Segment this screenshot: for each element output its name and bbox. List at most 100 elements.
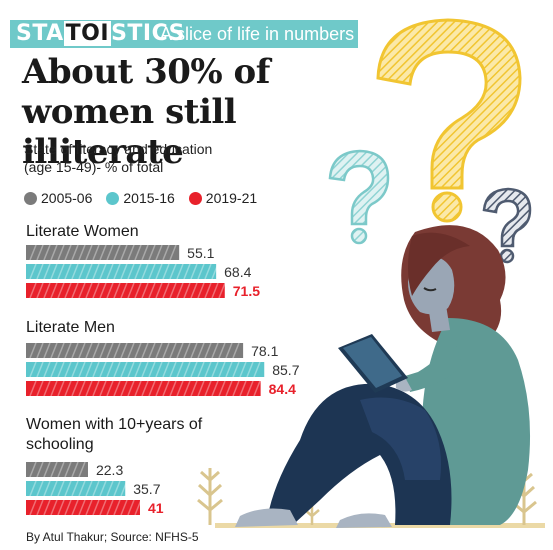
bar-texture-line (176, 282, 184, 299)
bar-texture-line (29, 244, 37, 261)
bar-texture-line (43, 263, 51, 280)
bar-texture-line (29, 461, 37, 478)
bar-texture-line (239, 361, 247, 378)
bar-texture-line (57, 282, 65, 299)
bar-texture-line (148, 263, 156, 280)
bar-2-2015 (26, 481, 126, 496)
legend-label-2019: 2019-21 (205, 190, 258, 206)
bar-texture-line (183, 282, 191, 299)
bar-texture-line (50, 480, 58, 497)
bar-texture-line (141, 244, 149, 261)
bar-texture-line (225, 342, 233, 359)
bar-texture-line (218, 380, 226, 397)
bar-texture-line (71, 480, 79, 497)
bar-texture-line (64, 480, 72, 497)
byline-source: By Atul Thakur; Source: NFHS-5 (26, 530, 199, 544)
headline-line-1: About 30% of (22, 52, 270, 92)
bar-group-2-series-2015: 35.7 (26, 480, 161, 497)
headline: About 30% of women still illiterate (22, 52, 382, 172)
bar-texture-line (113, 244, 121, 261)
bar-texture-line (148, 380, 156, 397)
bar-texture-line (232, 380, 240, 397)
bar-texture-line (190, 282, 198, 299)
bar-texture-line (29, 380, 37, 397)
bar-texture-line (71, 499, 79, 516)
bar-texture-line (64, 244, 72, 261)
bar-group-1-series-2019: 84.4 (26, 380, 296, 397)
bar-1-2019 (26, 381, 261, 396)
bar-texture-line (120, 244, 128, 261)
bar-texture-line (155, 244, 163, 261)
bar-texture-line (127, 499, 135, 516)
bar-2-2005 (26, 462, 88, 477)
bar-texture-line (36, 361, 44, 378)
bar-texture-line (71, 361, 79, 378)
bar-texture-line (183, 380, 191, 397)
bar-texture-line (99, 380, 107, 397)
bar-texture-line (36, 263, 44, 280)
bar-texture-line (85, 480, 93, 497)
bar-texture-line (204, 361, 212, 378)
bar-texture-line (57, 461, 65, 478)
bar-texture-line (155, 263, 163, 280)
bar-texture-line (106, 380, 114, 397)
bar-texture-line (113, 282, 121, 299)
legend-swatch-2015 (106, 191, 120, 205)
bar-texture-line (99, 499, 107, 516)
bar-texture-line (113, 263, 121, 280)
bar-texture-line (134, 282, 142, 299)
bar-texture-line (134, 342, 142, 359)
bar-texture-line (162, 282, 170, 299)
bar-texture-line (218, 342, 226, 359)
bar-texture-line (127, 361, 135, 378)
bar-texture-line (120, 342, 128, 359)
bar-texture-line (50, 380, 58, 397)
bar-texture-line (148, 361, 156, 378)
bar-texture-line (92, 342, 100, 359)
bar-texture-line (204, 282, 212, 299)
bar-texture-line (57, 361, 65, 378)
bar-texture-line (211, 282, 219, 299)
reading-woman-figure (235, 225, 531, 528)
value-label-0-2019: 71.5 (233, 283, 260, 299)
bar-texture-line (71, 461, 79, 478)
bar-texture-line (57, 380, 65, 397)
bar-texture-line (43, 282, 51, 299)
group-label-literate-men: Literate Men (26, 319, 115, 336)
legend-swatch-2019 (188, 191, 202, 205)
bar-texture-line (232, 342, 240, 359)
bar-texture-line (99, 361, 107, 378)
chart-subtitle: State of literacy and education (age 15-… (24, 140, 324, 176)
bar-texture-line (169, 342, 177, 359)
bar-texture-line (36, 499, 44, 516)
bar-texture-line (190, 342, 198, 359)
bar-texture-line (64, 342, 72, 359)
bar-texture-line (36, 244, 44, 261)
bar-texture-line (50, 342, 58, 359)
bar-texture-line (190, 361, 198, 378)
bar-texture-line (57, 342, 65, 359)
bar-texture-line (190, 263, 198, 280)
bar-texture-line (64, 461, 72, 478)
group-label-women-schooling: Women with 10+years of schooling (26, 416, 203, 453)
bar-texture-line (176, 380, 184, 397)
bar-1-2005 (26, 343, 244, 358)
legend-item-2005: 2005-06 (24, 190, 92, 206)
bar-texture-line (113, 480, 121, 497)
bar-texture-line (176, 263, 184, 280)
bar-group-1-series-2005: 78.1 (26, 342, 279, 359)
bar-texture-line (36, 461, 44, 478)
bar-texture-line (29, 480, 37, 497)
bar-texture-line (50, 499, 58, 516)
question-mark-dark-icon (482, 187, 532, 264)
bar-texture-line (106, 244, 114, 261)
bar-texture-line (29, 282, 37, 299)
bar-1-2015 (26, 362, 265, 377)
question-mark-teal-icon (328, 149, 390, 245)
chart-legend: 2005-06 2015-16 2019-21 (24, 188, 271, 208)
bar-texture-line (183, 342, 191, 359)
bar-group-0-series-2019: 71.5 (26, 282, 260, 299)
bar-texture-line (148, 342, 156, 359)
bar-texture-line (162, 361, 170, 378)
subtitle-line-1: State of literacy and education (24, 141, 213, 157)
